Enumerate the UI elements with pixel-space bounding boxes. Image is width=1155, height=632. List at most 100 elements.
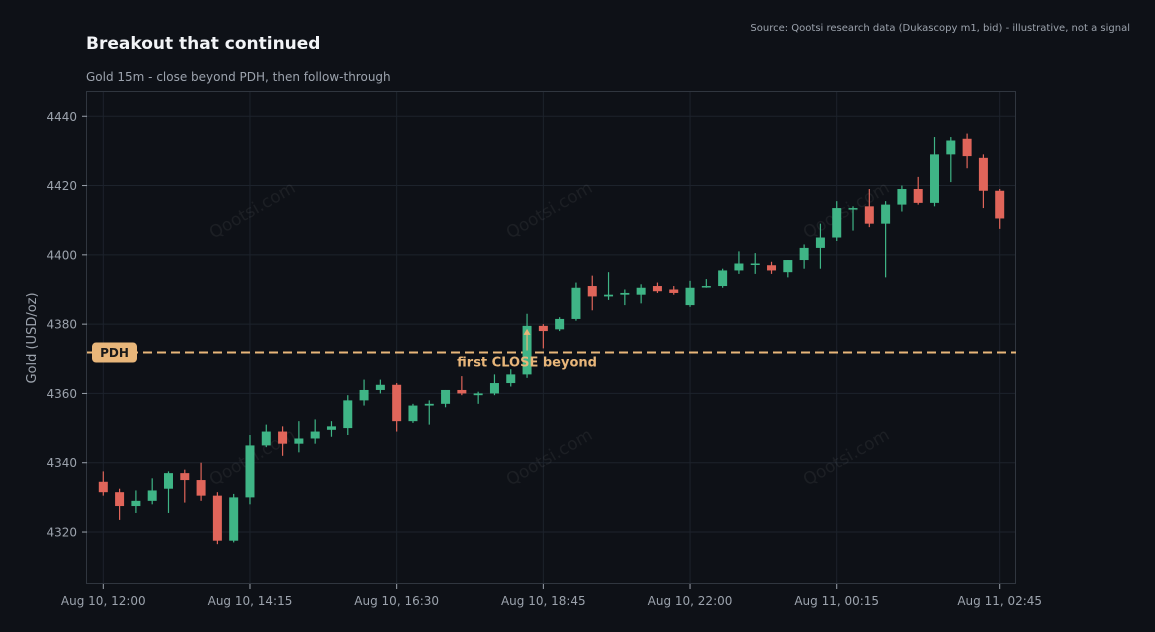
candle — [881, 201, 891, 278]
candle — [620, 289, 630, 306]
x-tick-label: Aug 10, 16:30 — [354, 594, 439, 608]
x-tick-label: Aug 11, 00:15 — [794, 594, 879, 608]
candle-body — [538, 325, 548, 332]
candle — [180, 469, 190, 503]
candle-body — [457, 389, 467, 394]
candle-body — [294, 438, 304, 444]
x-tick-label: Aug 10, 12:00 — [61, 594, 146, 608]
grid-lines — [87, 92, 1016, 584]
candle-body — [489, 383, 499, 394]
candle — [604, 272, 614, 300]
candle-body — [326, 426, 336, 430]
candle-body — [212, 495, 222, 541]
candle-body — [261, 431, 271, 446]
candle — [457, 376, 467, 396]
candle-body — [375, 384, 385, 390]
candle-body — [473, 393, 483, 396]
candle-body — [832, 208, 842, 238]
y-tick-label: 4400 — [46, 248, 77, 262]
watermark-text: Qootsi.com — [800, 425, 893, 490]
candle — [995, 189, 1005, 229]
y-axis: 4320 4340 4360 4380 4400 4420 4440 — [46, 110, 87, 540]
candle — [261, 424, 271, 448]
source-note: Source: Qootsi research data (Dukascopy … — [750, 23, 1130, 34]
watermark-text: Qootsi.com — [800, 178, 893, 243]
candle — [229, 493, 239, 543]
pdh-label: PDH — [100, 346, 129, 360]
candle — [245, 435, 255, 505]
candle-body — [881, 204, 891, 224]
candle-body — [652, 286, 662, 292]
y-tick-label: 4380 — [46, 318, 77, 332]
candle — [783, 260, 793, 278]
y-tick-label: 4420 — [46, 179, 77, 193]
candle-body — [604, 294, 614, 297]
watermark-text: Qootsi.com — [206, 178, 299, 243]
candle-body — [620, 292, 630, 295]
candle-body — [278, 431, 288, 444]
candle — [799, 244, 809, 269]
candle — [832, 201, 842, 241]
candle-body — [913, 189, 923, 203]
candle — [147, 478, 157, 505]
candle-body — [962, 138, 972, 157]
candle — [685, 280, 695, 307]
x-tick-label: Aug 11, 02:45 — [957, 594, 1042, 608]
candle — [278, 426, 288, 456]
annotation-arrow-head — [523, 328, 531, 335]
candle-body — [392, 384, 402, 422]
candle — [359, 379, 369, 406]
x-tick-label: Aug 10, 22:00 — [648, 594, 733, 608]
candle — [375, 379, 385, 394]
candle — [294, 421, 304, 453]
y-tick-label: 4320 — [46, 526, 77, 540]
annotation-text: first CLOSE beyond — [457, 356, 597, 371]
candle-body — [310, 431, 320, 439]
candle — [473, 391, 483, 404]
candle-body — [163, 473, 173, 489]
candle-body — [669, 289, 679, 293]
candle-body — [946, 140, 956, 155]
candle — [767, 261, 777, 274]
candle — [196, 462, 206, 501]
candle — [750, 253, 760, 274]
candle — [489, 374, 499, 396]
candle-body — [131, 500, 141, 507]
candle-body — [229, 497, 239, 541]
watermarks: Qootsi.com Qootsi.com Qootsi.com Qootsi.com… — [206, 178, 893, 490]
candle-body — [587, 286, 597, 297]
candle-body — [506, 374, 516, 384]
candle — [587, 275, 597, 311]
candle — [962, 133, 972, 169]
candle-body — [718, 270, 728, 287]
candle-body — [359, 389, 369, 401]
breakout-annotation: first CLOSE beyond — [457, 328, 597, 371]
candle-body — [571, 287, 581, 319]
candle — [815, 223, 825, 269]
x-axis: Aug 10, 12:00 Aug 10, 14:15 Aug 10, 16:30 A… — [61, 584, 1042, 608]
candle-body — [245, 445, 255, 498]
candle-body — [783, 260, 793, 273]
chart-subtitle: Gold 15m - close beyond PDH, then follow… — [86, 70, 391, 84]
candle — [669, 286, 679, 295]
candle-body — [98, 481, 108, 493]
candle-body — [864, 206, 874, 224]
candle-body — [734, 263, 744, 271]
candle — [701, 279, 711, 288]
candle — [897, 185, 907, 212]
plot-frame — [86, 91, 1016, 584]
candle-body — [685, 287, 695, 306]
x-tick-label: Aug 10, 18:45 — [501, 594, 586, 608]
candle — [913, 176, 923, 205]
candle-body — [750, 263, 760, 266]
candle-body — [555, 318, 565, 330]
candle — [98, 471, 108, 496]
candle — [408, 403, 418, 423]
candle — [506, 369, 516, 387]
candle — [636, 284, 646, 304]
candle — [538, 324, 548, 349]
x-tick-label: Aug 10, 14:15 — [208, 594, 293, 608]
candle — [734, 251, 744, 274]
candle-body — [767, 265, 777, 271]
candle — [946, 137, 956, 183]
